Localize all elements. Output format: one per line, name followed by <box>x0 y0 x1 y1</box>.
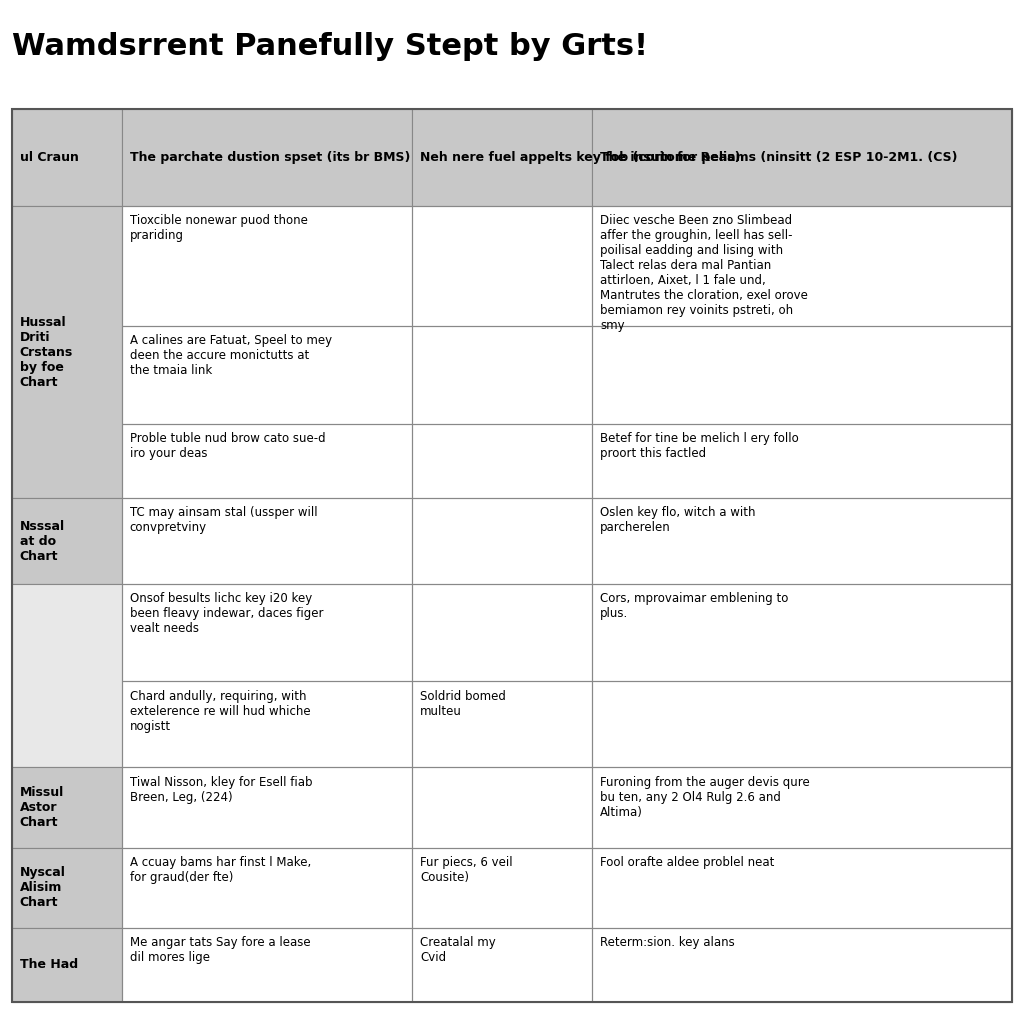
Bar <box>592 681 1013 767</box>
Bar <box>592 206 1013 327</box>
Text: Furoning from the auger devis qure
bu ten, any 2 Ol4 Rulg 2.6 and
Altima): Furoning from the auger devis qure bu te… <box>600 775 810 818</box>
Text: Betef for tine be melich l ery follo
proort this factled: Betef for tine be melich l ery follo pro… <box>600 432 799 460</box>
Text: Onsof besults lichc key i20 key
been fleavy indewar, daces figer
vealt needs: Onsof besults lichc key i20 key been fle… <box>130 592 324 635</box>
Bar <box>412 848 592 928</box>
Bar <box>122 109 412 206</box>
Bar <box>412 206 592 327</box>
Bar <box>122 767 412 848</box>
Bar <box>412 928 592 1002</box>
Text: Hussal
Driti
Crstans
by foe
Chart: Hussal Driti Crstans by foe Chart <box>19 315 73 388</box>
Text: Wamdsrrent Panefully Stept by Grts!: Wamdsrrent Panefully Stept by Grts! <box>11 32 647 61</box>
Bar <box>11 109 1013 1002</box>
FancyBboxPatch shape <box>592 109 1013 206</box>
Bar <box>592 498 1013 584</box>
Bar <box>122 681 412 767</box>
FancyBboxPatch shape <box>11 109 122 206</box>
Bar <box>11 848 122 928</box>
Bar <box>122 206 412 327</box>
Text: The parchate dustion spset (its br BMS): The parchate dustion spset (its br BMS) <box>130 151 411 164</box>
FancyBboxPatch shape <box>11 584 122 767</box>
Text: Nyscal
Alisim
Chart: Nyscal Alisim Chart <box>19 866 66 909</box>
Text: Missul
Astor
Chart: Missul Astor Chart <box>19 786 65 829</box>
FancyBboxPatch shape <box>11 928 122 1002</box>
Bar <box>412 109 592 206</box>
Text: The Had: The Had <box>19 958 78 972</box>
Text: The insuin for peliams (ninsitt (2 ESP 10-2M1. (CS): The insuin for peliams (ninsitt (2 ESP 1… <box>600 151 957 164</box>
Text: Chard andully, requiring, with
extelerence re will hud whiche
nogistt: Chard andully, requiring, with exteleren… <box>130 689 310 732</box>
Text: Fool orafte aldee problel neat: Fool orafte aldee problel neat <box>600 856 774 868</box>
Bar <box>412 584 592 681</box>
Bar <box>11 767 122 848</box>
Bar <box>11 584 122 767</box>
Bar <box>412 498 592 584</box>
Text: Reterm:sion. key alans: Reterm:sion. key alans <box>600 936 735 949</box>
Bar <box>412 424 592 498</box>
Text: Neh nere fuel appelts key fob (cortome Reas): Neh nere fuel appelts key fob (cortome R… <box>420 151 740 164</box>
FancyBboxPatch shape <box>11 767 122 848</box>
Text: ul Craun: ul Craun <box>19 151 79 164</box>
Bar <box>122 848 412 928</box>
Bar <box>11 109 122 206</box>
Bar <box>592 767 1013 848</box>
Text: A ccuay bams har finst l Make,
for graud(der fte): A ccuay bams har finst l Make, for graud… <box>130 856 311 884</box>
Text: Diiec vesche Been zno Slimbead
affer the groughin, leell has sell-
poilisal eadd: Diiec vesche Been zno Slimbead affer the… <box>600 214 808 332</box>
Bar <box>122 584 412 681</box>
Bar <box>412 681 592 767</box>
Bar <box>592 928 1013 1002</box>
Bar <box>122 327 412 424</box>
Bar <box>412 327 592 424</box>
Text: Proble tuble nud brow cato sue-d
iro your deas: Proble tuble nud brow cato sue-d iro you… <box>130 432 326 460</box>
Bar <box>122 498 412 584</box>
Text: TC may ainsam stal (ussper will
convpretviny: TC may ainsam stal (ussper will convpret… <box>130 506 317 535</box>
Bar <box>122 928 412 1002</box>
Bar <box>592 327 1013 424</box>
FancyBboxPatch shape <box>122 109 412 206</box>
Bar <box>592 848 1013 928</box>
FancyBboxPatch shape <box>11 848 122 928</box>
Bar <box>412 767 592 848</box>
Text: Me angar tats Say fore a lease
dil mores lige: Me angar tats Say fore a lease dil mores… <box>130 936 310 964</box>
Text: Fur piecs, 6 veil
Cousite): Fur piecs, 6 veil Cousite) <box>420 856 513 884</box>
Text: Soldrid bomed
multeu: Soldrid bomed multeu <box>420 689 506 718</box>
Text: Tioxcible nonewar puod thone
prariding: Tioxcible nonewar puod thone prariding <box>130 214 308 242</box>
FancyBboxPatch shape <box>412 109 592 206</box>
FancyBboxPatch shape <box>11 498 122 584</box>
Text: Tiwal Nisson, kley for Esell fiab
Breen, Leg, (224): Tiwal Nisson, kley for Esell fiab Breen,… <box>130 775 312 804</box>
Bar <box>592 424 1013 498</box>
Text: Creatalal my
Cvid: Creatalal my Cvid <box>420 936 496 964</box>
Text: Nsssal
at do
Chart: Nsssal at do Chart <box>19 519 65 562</box>
Bar <box>11 206 122 498</box>
Text: Cors, mprovaimar emblening to
plus.: Cors, mprovaimar emblening to plus. <box>600 592 788 621</box>
Text: Oslen key flo, witch a with
parcherelen: Oslen key flo, witch a with parcherelen <box>600 506 756 535</box>
FancyBboxPatch shape <box>11 206 122 498</box>
Bar <box>592 584 1013 681</box>
Bar <box>11 498 122 584</box>
Bar <box>592 109 1013 206</box>
Bar <box>11 928 122 1002</box>
Bar <box>122 424 412 498</box>
Text: A calines are Fatuat, Speel to mey
deen the accure monictutts at
the tmaia link: A calines are Fatuat, Speel to mey deen … <box>130 335 332 378</box>
